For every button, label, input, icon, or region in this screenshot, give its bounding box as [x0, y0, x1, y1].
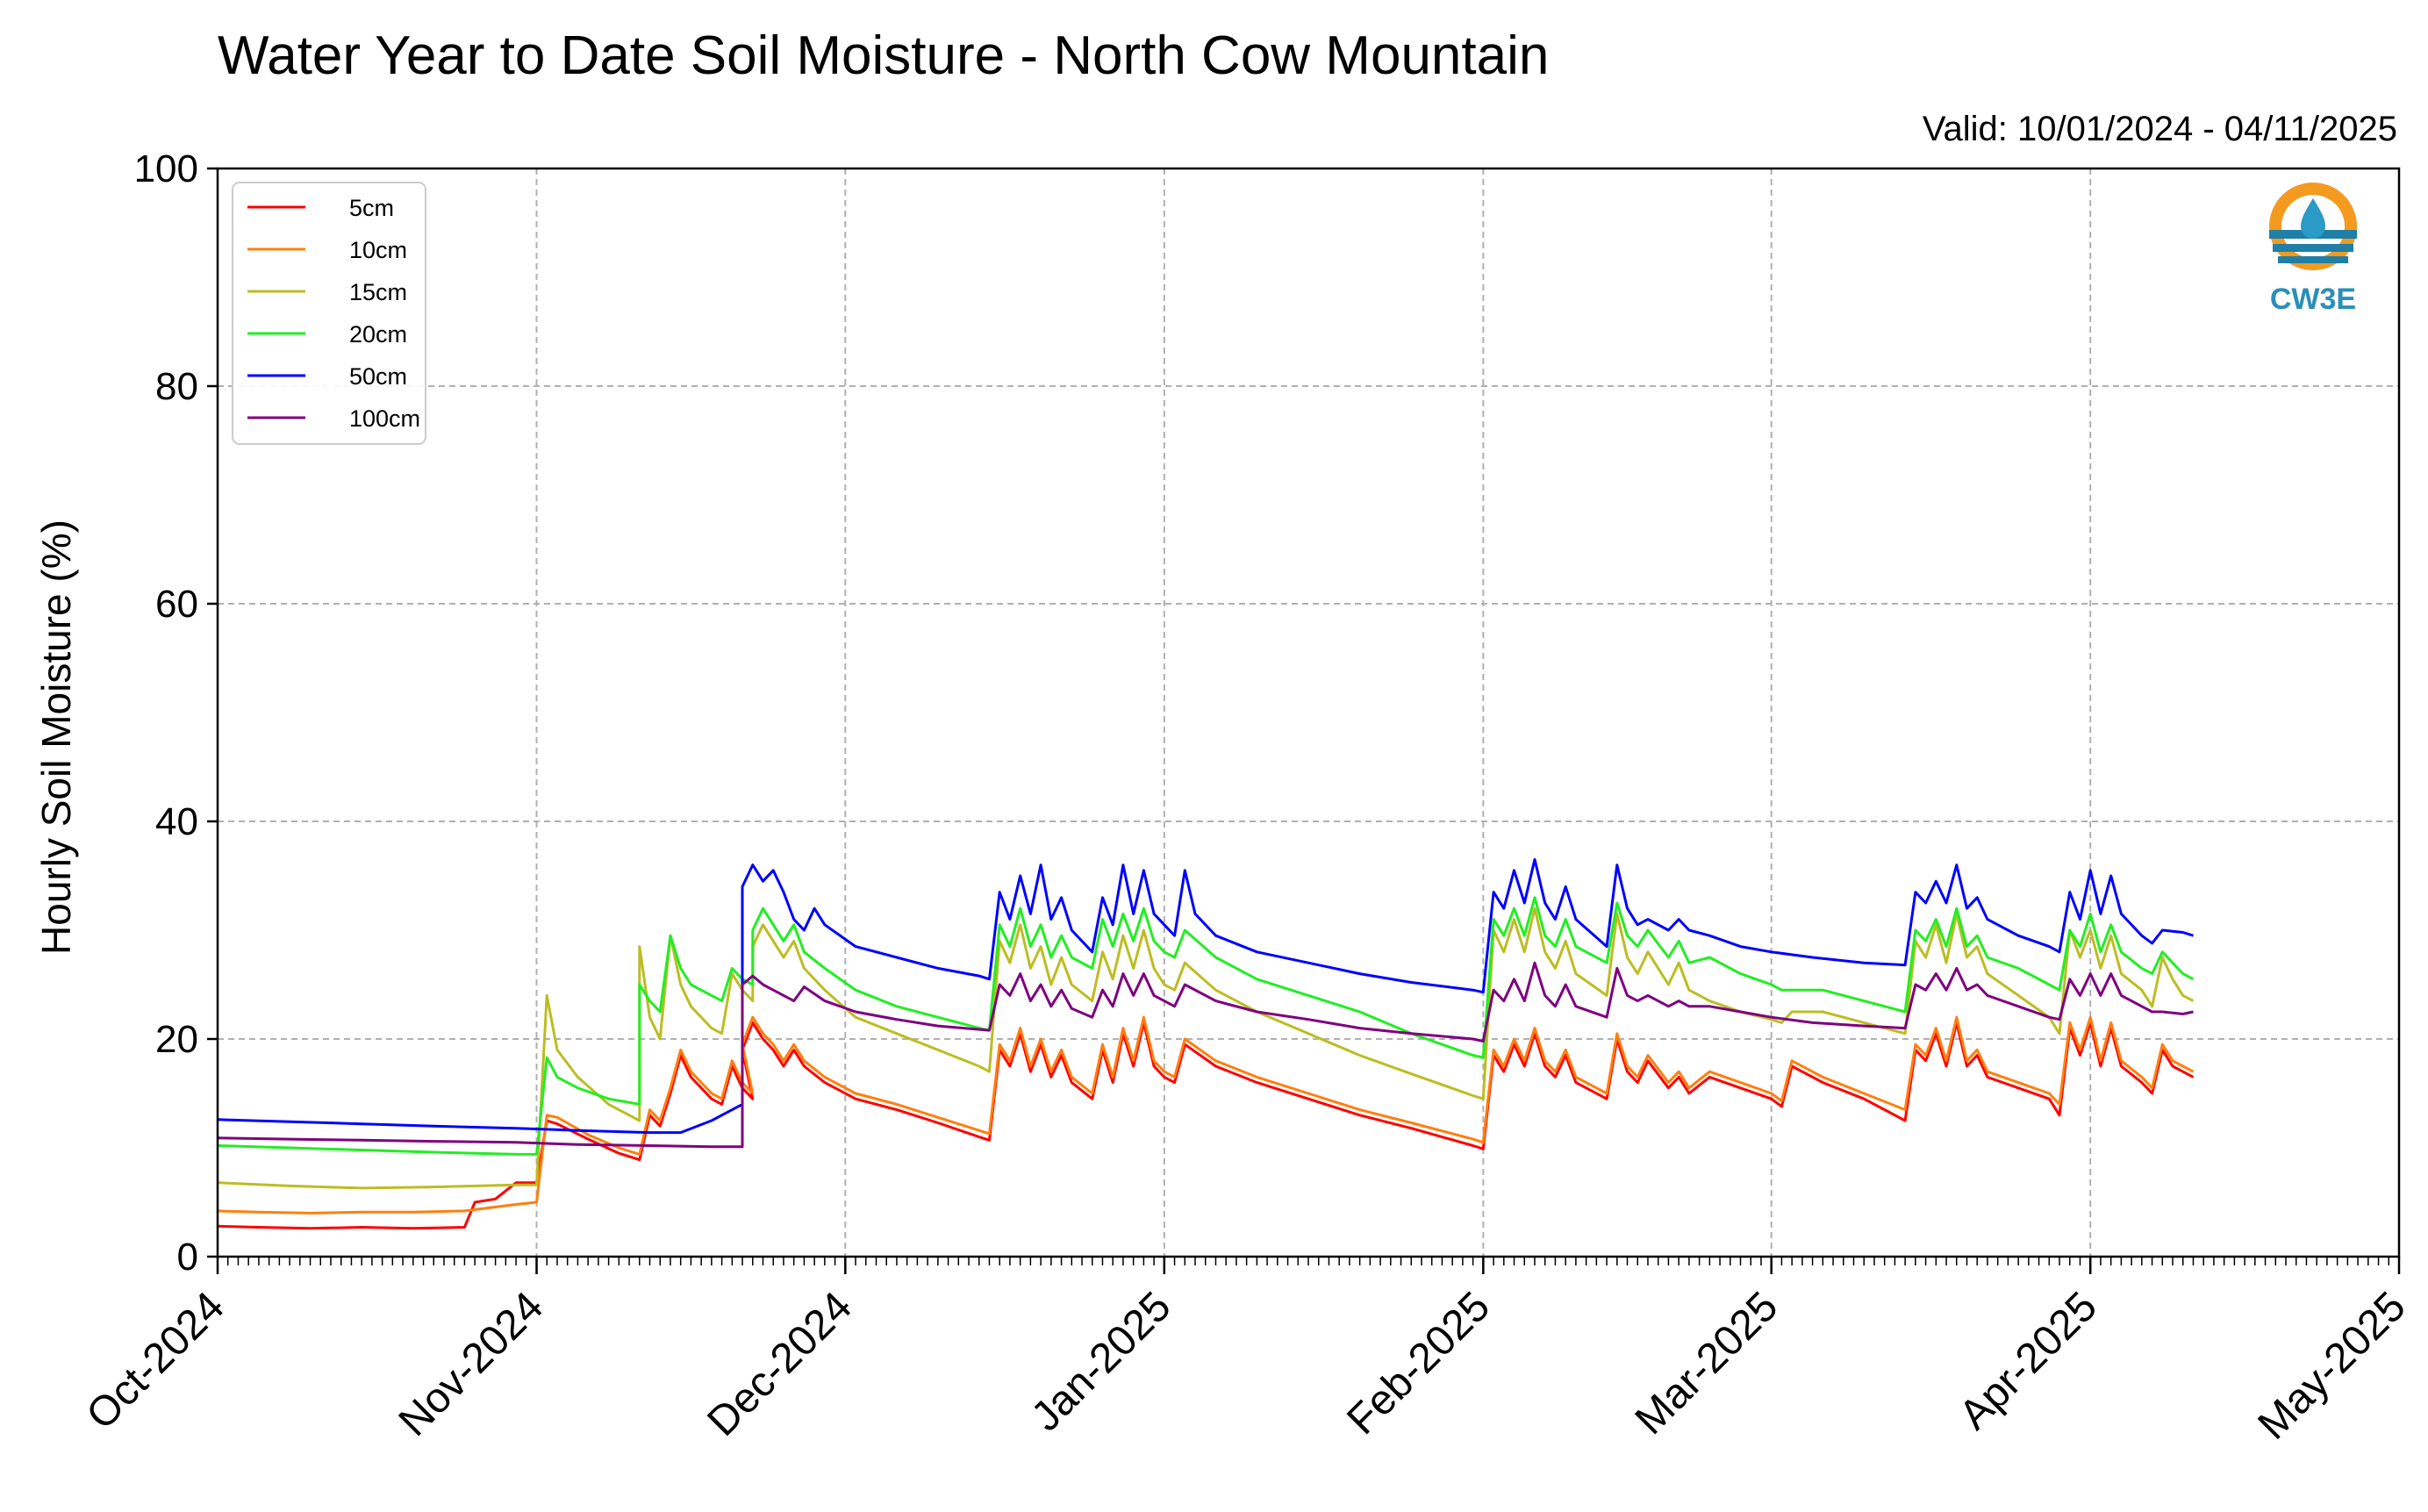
cw3e-logo: CW3E: [2269, 183, 2357, 316]
axes: 0 20 40 60 80 100 Oct-2024 Nov-2024 Dec-2024 Jan-…: [78, 147, 2415, 1449]
logo-droplet-icon: [2301, 198, 2325, 239]
legend-label: 5cm: [349, 195, 394, 221]
legend: 5cm 10cm 15cm 20cm 50cm 100cm: [232, 182, 426, 445]
y-tick-label: 40: [155, 800, 198, 843]
series-line-15cm: [217, 906, 2195, 1190]
x-tick-label: Mar-2025: [1627, 1283, 1787, 1444]
legend-label: 100cm: [349, 405, 420, 432]
legend-label: 20cm: [349, 321, 407, 348]
legend-label: 15cm: [349, 279, 407, 305]
series-line-100cm: [217, 961, 2194, 1149]
x-tick-label: Feb-2025: [1338, 1283, 1499, 1444]
y-tick-label: 60: [155, 583, 198, 626]
logo-wave-icon: [2273, 244, 2353, 252]
x-tick-label: Jan-2025: [1023, 1283, 1180, 1440]
series-line-50cm: [217, 857, 2194, 1135]
series-line-20cm: [217, 896, 2195, 1156]
logo-text: CW3E: [2270, 283, 2356, 316]
y-tick-label: 20: [155, 1018, 198, 1061]
logo-wave-icon: [2278, 256, 2348, 263]
legend-label: 50cm: [349, 363, 407, 390]
x-tick-label: Nov-2024: [390, 1283, 553, 1445]
x-tick-label: Apr-2025: [1951, 1283, 2106, 1438]
series-layer: [217, 857, 2195, 1230]
y-tick-label: 0: [177, 1236, 198, 1279]
x-tick-label: Dec-2024: [698, 1283, 861, 1445]
legend-label: 10cm: [349, 237, 407, 263]
x-tick-label: May-2025: [2249, 1283, 2414, 1448]
y-tick-label: 80: [155, 365, 198, 408]
y-axis-label: Hourly Soil Moisture (%): [33, 520, 79, 955]
y-tick-label: 100: [134, 147, 198, 190]
valid-date-range: Valid: 10/01/2024 - 04/11/2025: [1923, 110, 2397, 148]
legend-items: 5cm 10cm 15cm 20cm 50cm 100cm: [247, 195, 420, 432]
chart-title: Water Year to Date Soil Moisture - North…: [218, 25, 1549, 86]
series-line-10cm: [217, 1015, 2195, 1215]
x-tick-label: Oct-2024: [78, 1283, 233, 1438]
